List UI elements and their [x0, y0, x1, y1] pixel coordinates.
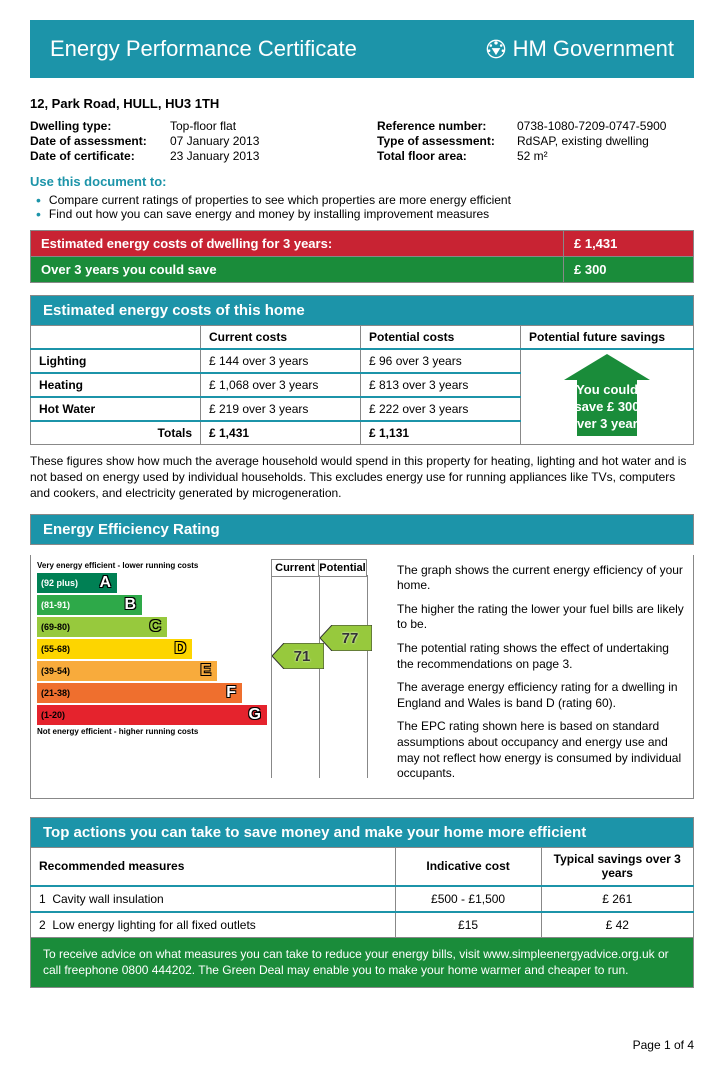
costs-table: Current costsPotential costsPotential fu…: [30, 326, 694, 445]
costs-footnote: These figures show how much the average …: [30, 453, 694, 502]
detail-row: Type of assessment:RdSAP, existing dwell…: [377, 134, 694, 148]
detail-row: Date of assessment:07 January 2013: [30, 134, 347, 148]
estimated-cost-bar: Estimated energy costs of dwelling for 3…: [30, 230, 694, 257]
hm-government-logo: HM Government: [483, 36, 674, 62]
efficiency-band: (1-20)G: [37, 705, 375, 725]
savings-arrow: You couldsave £ 300over 3 years: [529, 354, 685, 439]
action-row: 1 Cavity wall insulation£500 - £1,500£ 2…: [31, 886, 694, 912]
efficiency-band: (21-38)F: [37, 683, 375, 703]
efficiency-description: The graph shows the current energy effic…: [397, 555, 693, 798]
detail-row: Dwelling type:Top-floor flat: [30, 119, 347, 133]
rating-pointer: 71: [272, 643, 324, 672]
efficiency-section: Current Potential Very energy efficient …: [30, 555, 694, 799]
advice-box: To receive advice on what measures you c…: [30, 938, 694, 989]
costs-section-title: Estimated energy costs of this home: [30, 295, 694, 326]
use-document-list: •Compare current ratings of properties t…: [30, 193, 694, 221]
use-document-title: Use this document to:: [30, 174, 694, 189]
cost-row: Lighting£ 144 over 3 years£ 96 over 3 ye…: [31, 349, 694, 373]
efficiency-chart: Current Potential Very energy efficient …: [31, 555, 381, 798]
efficiency-band: (39-54)E: [37, 661, 375, 681]
property-details: Dwelling type:Top-floor flatDate of asse…: [30, 119, 694, 164]
rating-pointer: 77: [320, 625, 372, 654]
efficiency-band: (81-91)B: [37, 595, 375, 615]
header-banner: Energy Performance Certificate HM Govern…: [30, 20, 694, 78]
efficiency-section-title: Energy Efficiency Rating: [30, 514, 694, 545]
bullet-icon: •: [36, 193, 41, 207]
document-title: Energy Performance Certificate: [50, 36, 357, 62]
action-row: 2 Low energy lighting for all fixed outl…: [31, 912, 694, 938]
crown-crest-icon: [483, 36, 509, 62]
property-address: 12, Park Road, HULL, HU3 1TH: [30, 96, 694, 111]
actions-section-title: Top actions you can take to save money a…: [30, 817, 694, 848]
detail-row: Date of certificate:23 January 2013: [30, 149, 347, 163]
page-number: Page 1 of 4: [30, 1038, 694, 1052]
detail-row: Reference number:0738-1080-7209-0747-590…: [377, 119, 694, 133]
svg-text:71: 71: [294, 648, 311, 665]
detail-row: Total floor area:52 m²: [377, 149, 694, 163]
actions-table: Recommended measuresIndicative costTypic…: [30, 847, 694, 938]
use-list-item: •Compare current ratings of properties t…: [30, 193, 694, 207]
svg-text:77: 77: [342, 630, 359, 647]
savings-bar: Over 3 years you could save £ 300: [30, 256, 694, 283]
use-list-item: •Find out how you can save energy and mo…: [30, 207, 694, 221]
bullet-icon: •: [36, 207, 41, 221]
